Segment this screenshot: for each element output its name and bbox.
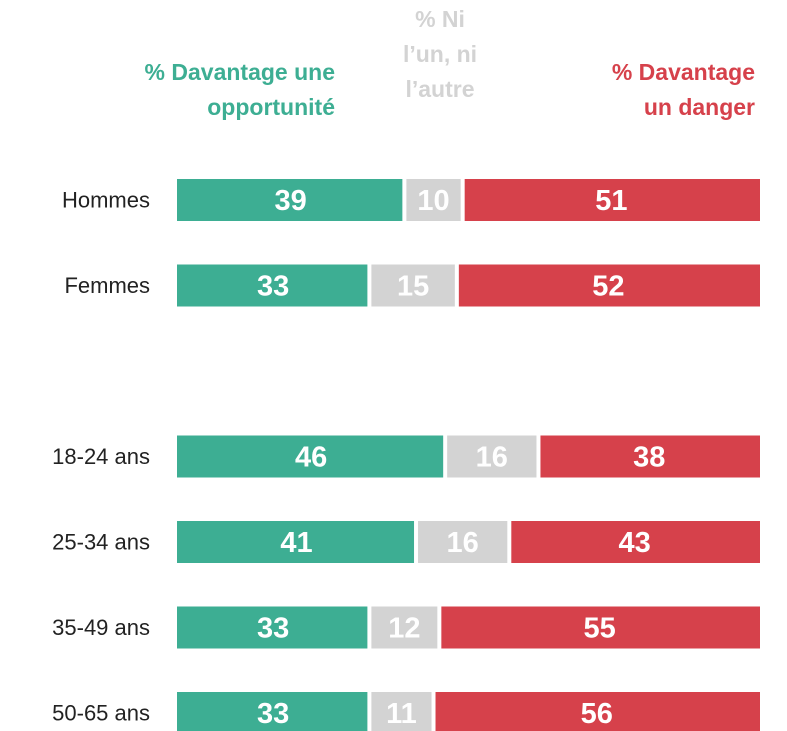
bar-segment [435,692,760,731]
bar-segment [464,179,760,221]
bar-segment [511,521,760,563]
value-label: 38 [633,442,665,474]
value-label: 33 [257,613,289,645]
category-label: 50-65 ans [52,701,150,726]
legend-entry: % Ni l’un, ni l’autre [402,6,478,102]
value-label: 43 [619,527,651,559]
bar-segment [447,435,537,478]
category-label: Femmes [64,273,150,298]
bar-segment [177,179,403,221]
value-label: 52 [592,271,624,303]
bar-segment [177,692,368,731]
value-label: 39 [275,185,307,217]
category-label: 25-34 ans [52,530,150,555]
value-label: 55 [584,613,616,645]
bar-segment [540,435,760,478]
legend-entry: % Davantage une opportunité [144,59,335,120]
value-label: 51 [595,185,627,217]
bar-segment [371,264,455,307]
value-label: 11 [386,698,417,730]
value-label: 10 [417,185,449,217]
bar-segment [441,606,760,649]
bar-segment [371,606,438,649]
legend-entry: % Davantage un danger [611,59,755,120]
value-label: 33 [257,698,289,730]
value-label: 56 [581,698,613,730]
bar-segment [371,692,432,731]
bar-segment [177,606,368,649]
bar-segment [177,435,444,478]
bar-segment [177,521,415,563]
bar-segment [406,179,461,221]
value-label: 15 [397,271,429,303]
value-label: 41 [280,527,312,559]
category-label: 35-49 ans [52,615,150,640]
value-label: 46 [295,442,327,474]
bar-segment [177,264,368,307]
bar-segment [458,264,760,307]
value-label: 33 [257,271,289,303]
category-label: Hommes [62,188,150,213]
value-label: 16 [476,442,508,474]
value-label: 16 [447,527,479,559]
value-label: 12 [388,613,420,645]
category-label: 18-24 ans [52,444,150,469]
bar-segment [418,521,508,563]
